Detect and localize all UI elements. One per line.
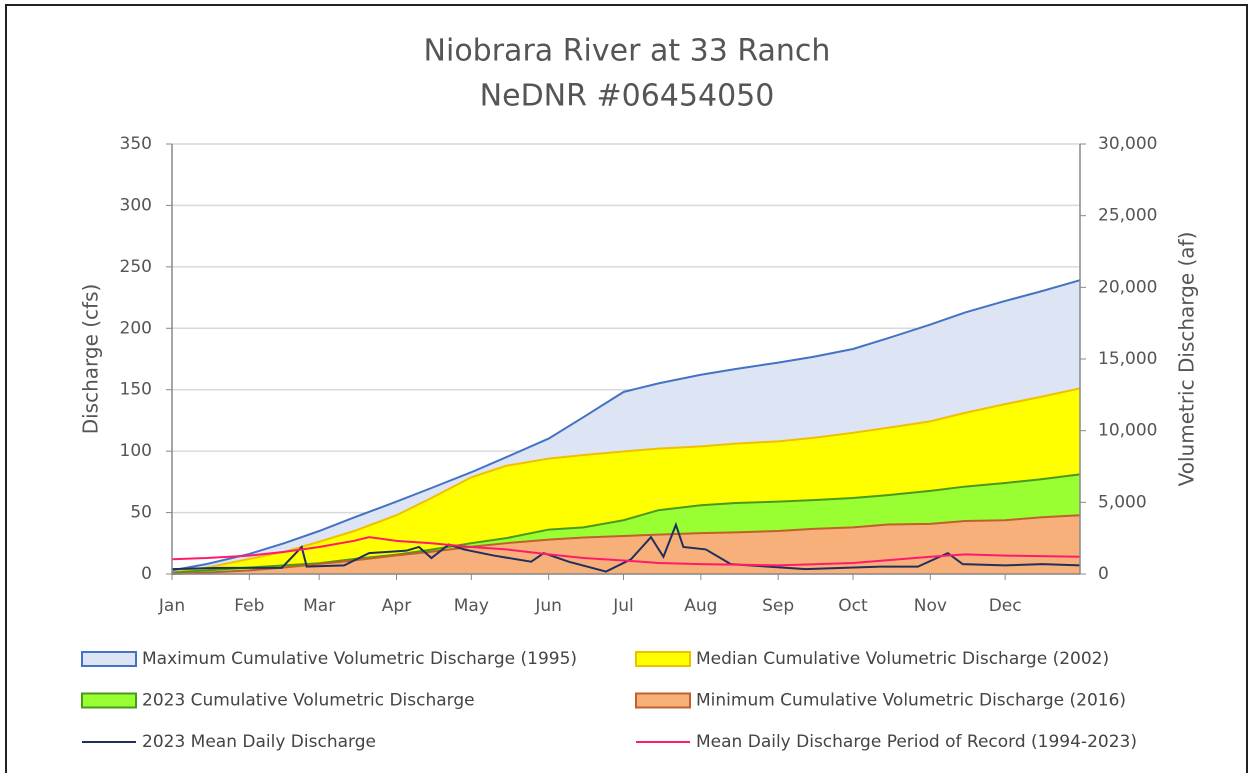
- line: [171, 536, 1081, 567]
- x-tick-label: May: [454, 596, 489, 616]
- area-line: [171, 279, 1081, 572]
- y2-axis-title: Volumetric Discharge (af): [1175, 232, 1199, 487]
- y2-tick-label: 10,000: [1098, 421, 1157, 441]
- y2-tick-label: 20,000: [1098, 277, 1157, 297]
- y-tick-label: 350: [120, 134, 152, 154]
- y2-tick-label: 15,000: [1098, 349, 1157, 369]
- y2-tick-label: 5,000: [1098, 492, 1147, 512]
- y-tick-label: 200: [120, 318, 152, 338]
- y-axis-title: Discharge (cfs): [79, 284, 103, 435]
- legend-swatch: [81, 651, 137, 667]
- area-line: [171, 514, 1081, 575]
- legend-label: Minimum Cumulative Volumetric Discharge …: [696, 691, 1126, 711]
- legend-swatch: [635, 651, 691, 667]
- legend-label: Maximum Cumulative Volumetric Discharge …: [142, 649, 577, 669]
- y-tick-label: 50: [130, 503, 152, 523]
- y-tick-label: 250: [120, 257, 152, 277]
- x-tick-label: Apr: [382, 596, 411, 616]
- x-tick-label: Jun: [534, 596, 562, 616]
- x-tick-label: Jul: [612, 596, 634, 616]
- area-fill: [172, 515, 1080, 574]
- x-tick-label: Feb: [234, 596, 264, 616]
- x-tick-label: Nov: [914, 596, 947, 616]
- x-tick-label: Jan: [158, 596, 185, 616]
- legend: Maximum Cumulative Volumetric Discharge …: [81, 649, 1137, 752]
- y2-tick-label: 0: [1098, 564, 1109, 584]
- line: [171, 521, 1081, 573]
- y2-tick-label: 30,000: [1098, 134, 1157, 154]
- legend-swatch: [635, 692, 691, 709]
- legend-label: Mean Daily Discharge Period of Record (1…: [696, 732, 1137, 752]
- plot-area: 0 50 100 150 200 250 300 350 0 5,000 10,000 15,000 2…: [120, 134, 1158, 616]
- y2-tick-label: 25,000: [1098, 206, 1157, 226]
- x-tick-label: Dec: [989, 596, 1022, 616]
- y-tick-label: 300: [120, 195, 152, 215]
- x-tick-label: Mar: [303, 596, 335, 616]
- x-tick-label: Oct: [838, 596, 868, 616]
- legend-label: Median Cumulative Volumetric Discharge (…: [696, 649, 1109, 669]
- x-tick-label: Sep: [762, 596, 794, 616]
- area-line: [171, 387, 1081, 574]
- y-tick-label: 150: [120, 380, 152, 400]
- x-tick-label: Aug: [684, 596, 717, 616]
- chart-title: Niobrara River at 33 Ranch: [424, 34, 831, 69]
- legend-label: 2023 Cumulative Volumetric Discharge: [142, 691, 475, 711]
- legend-swatch: [81, 692, 137, 709]
- y-tick-label: 0: [141, 564, 152, 584]
- y-tick-label: 100: [120, 441, 152, 461]
- legend-label: 2023 Mean Daily Discharge: [142, 732, 376, 752]
- chart-subtitle: NeDNR #06454050: [480, 79, 775, 114]
